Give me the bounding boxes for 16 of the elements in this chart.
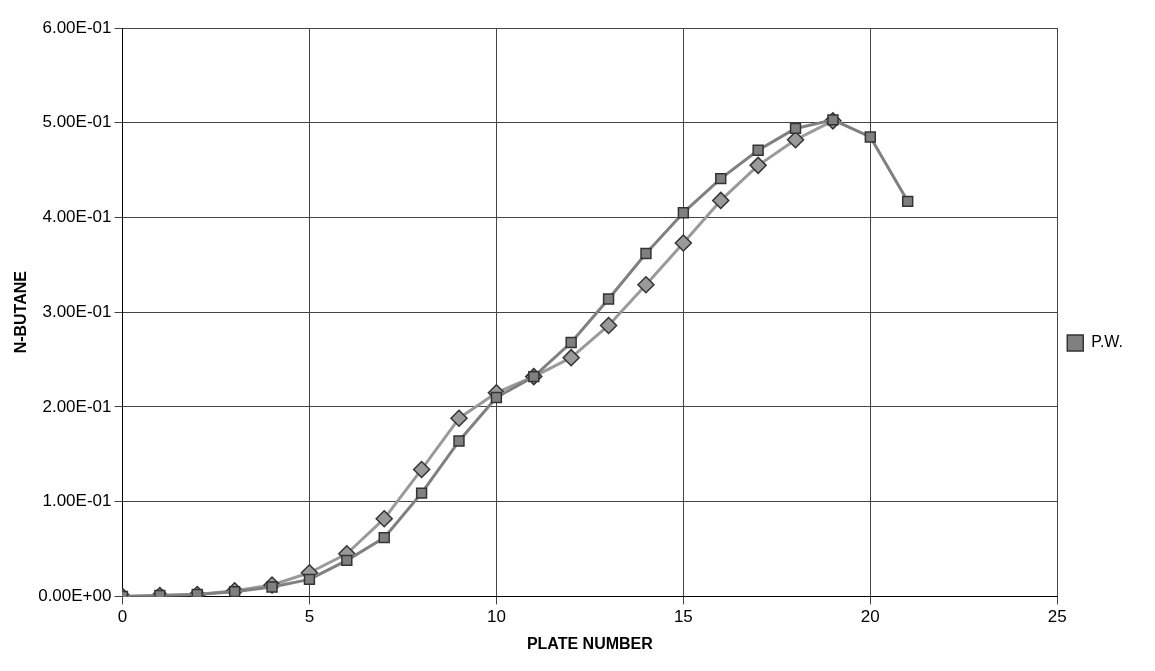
x-tick-label: 5 [304, 607, 315, 627]
x-tick-label: 0 [117, 607, 128, 627]
y-tick-label: 1.00E-01 [42, 491, 112, 511]
x-axis-title: PLATE NUMBER [526, 634, 654, 652]
y-axis-title: N-BUTANE [12, 270, 30, 354]
x-tick-label: 25 [1047, 607, 1067, 627]
y-tick-label: 0.00E+00 [38, 586, 112, 606]
legend-label: P.W. [1091, 333, 1123, 351]
y-tick-label: 5.00E-01 [42, 112, 112, 132]
x-tick-label: 15 [673, 607, 693, 627]
y-tick-label: 2.00E-01 [42, 396, 112, 416]
x-tick-label: 20 [860, 607, 880, 627]
y-tick-label: 3.00E-01 [42, 301, 112, 321]
y-tick-label: 4.00E-01 [42, 207, 112, 227]
y-tick-label: 6.00E-01 [42, 17, 112, 37]
x-tick-label: 10 [486, 607, 506, 627]
